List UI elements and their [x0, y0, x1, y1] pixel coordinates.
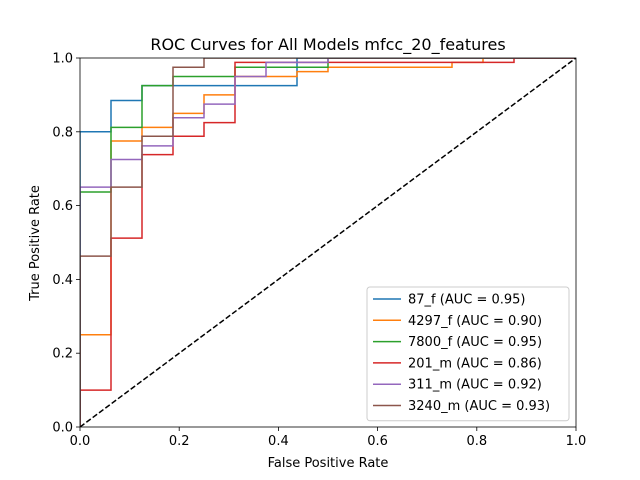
axes-frame: [79, 57, 577, 428]
legend-label-1: 87_f (AUC = 0.95): [408, 293, 525, 308]
y-tick-label: 0.4: [52, 273, 73, 288]
y-tick-label: 0.6: [52, 199, 73, 214]
x-tick-label: 0.8: [466, 434, 487, 449]
legend-label-2: 4297_f (AUC = 0.90): [408, 314, 542, 329]
legend-label-4: 201_m (AUC = 0.86): [408, 356, 542, 371]
chart-title: ROC Curves for All Models mfcc_20_featur…: [150, 35, 505, 55]
y-tick-label: 0.2: [52, 347, 73, 362]
x-tick-label: 1.0: [566, 434, 587, 449]
x-tick-label: 0.2: [169, 434, 190, 449]
x-tick-label: 0.4: [268, 434, 289, 449]
legend-label-3: 7800_f (AUC = 0.95): [408, 335, 542, 350]
series-line-6: [80, 58, 576, 427]
y-tick-label: 0.8: [52, 125, 73, 140]
legend-box: [366, 286, 570, 422]
chance-diagonal-line: [80, 58, 576, 427]
y-axis-label: True Positive Rate: [28, 185, 43, 302]
y-tick-label: 1.0: [52, 52, 73, 67]
x-axis-label: False Positive Rate: [268, 456, 389, 471]
x-tick-label: 0.6: [367, 434, 388, 449]
series-group: [80, 58, 576, 427]
series-line-5: [80, 58, 576, 427]
legend-label-5: 311_m (AUC = 0.92): [408, 378, 542, 393]
plot-area: 0.0 0.2 0.4 0.6 0.8 1.0 0.0 0.2 0.4 0.6 0.8 1.0: [52, 52, 586, 450]
y-tick-label: 0.0: [52, 421, 73, 436]
legend: 87_f (AUC = 0.95) 4297_f (AUC = 0.90) 7800…: [366, 286, 570, 422]
x-tick-label: 0.0: [70, 434, 91, 449]
legend-label-6: 3240_m (AUC = 0.93): [408, 399, 550, 414]
